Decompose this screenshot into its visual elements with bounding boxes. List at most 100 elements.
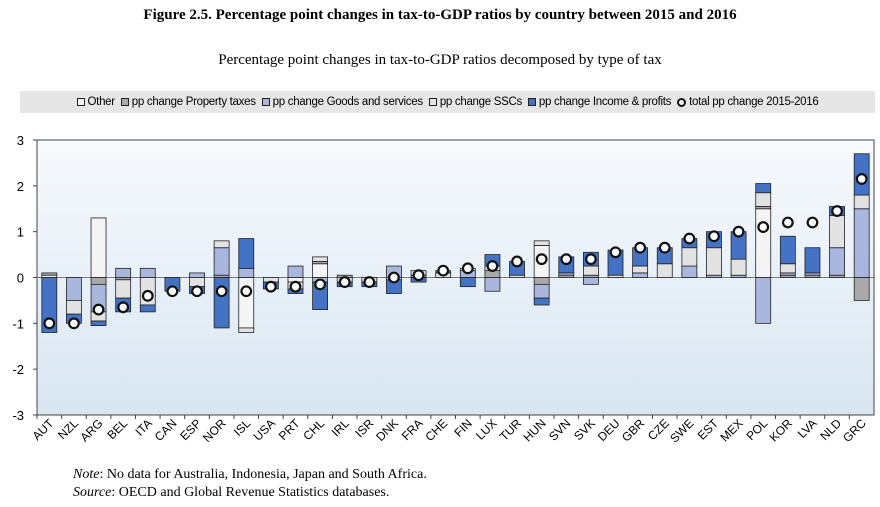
legend-item-sscs: pp change SSCs xyxy=(428,96,522,108)
total-marker-chl xyxy=(314,278,327,291)
bar-segment-property-hun xyxy=(533,277,550,285)
legend-item-other: Other xyxy=(76,96,115,108)
x-tick-label-pol: POL xyxy=(743,416,770,443)
x-tick-label-fra: FRA xyxy=(399,416,426,443)
x-tick-label-chl: CHL xyxy=(300,416,327,443)
legend-label-goods: pp change Goods and services xyxy=(272,96,423,108)
y-tick-label: -2 xyxy=(12,362,24,377)
total-marker-fra xyxy=(412,269,425,282)
x-tick-label-kor: KOR xyxy=(767,416,796,445)
total-marker-est xyxy=(708,230,720,243)
x-tick-label-deu: DEU xyxy=(595,416,623,444)
total-marker-dnk xyxy=(388,271,400,284)
legend: Other pp change Property taxes pp change… xyxy=(20,91,875,113)
bar-segment-sscs-hun xyxy=(533,240,550,246)
total-marker-gbr xyxy=(634,241,647,254)
bar-segment-income-aut xyxy=(41,277,58,333)
bar-segment-goods-ita xyxy=(139,267,156,278)
x-tick-label-nor: NOR xyxy=(200,416,229,445)
x-tick-label-lux: LUX xyxy=(473,416,499,442)
bar-segment-sscs-swe xyxy=(681,247,698,267)
total-markers xyxy=(43,173,868,330)
bar-segment-sscs-pol xyxy=(755,192,772,207)
bar-segment-sscs-isl xyxy=(238,327,255,333)
bar-segment-goods-svk xyxy=(582,277,599,285)
bar-segment-other-isl xyxy=(238,277,255,329)
x-tick-label-fin: FIN xyxy=(451,416,475,440)
total-marker-usa xyxy=(264,280,277,293)
x-tick-label-svn: SVN xyxy=(546,416,573,443)
total-marker-tur xyxy=(511,255,523,268)
total-marker-prt xyxy=(289,280,302,293)
total-marker-svn xyxy=(560,253,573,266)
chart-subtitle: Percentage point changes in tax-to-GDP r… xyxy=(218,52,662,68)
bar-segment-income-kor xyxy=(779,235,796,265)
legend-swatch-other xyxy=(76,98,85,106)
legend-item-total: total pp change 2015-2016 xyxy=(677,96,819,108)
bar-segment-goods-grc xyxy=(853,208,870,278)
legend-swatch-goods xyxy=(261,98,270,106)
bar-segment-other-pol xyxy=(755,208,772,278)
legend-item-income: pp change Income & profits xyxy=(527,96,672,108)
total-marker-grc xyxy=(855,173,868,185)
total-marker-che xyxy=(437,264,450,277)
x-tick-label-cze: CZE xyxy=(645,416,672,443)
bar-segment-sscs-svk xyxy=(582,265,599,276)
x-tick-label-prt: PRT xyxy=(276,416,303,443)
y-tick-label: 2 xyxy=(17,179,24,194)
note: Note: No data for Australia, Indonesia, … xyxy=(73,467,427,483)
legend-swatch-income xyxy=(527,98,536,106)
total-marker-aut xyxy=(43,317,56,330)
bar-segment-goods-lux xyxy=(484,277,501,292)
bar-segment-goods-nzl xyxy=(66,277,82,301)
bar-segment-goods-esp xyxy=(189,272,205,278)
note-text: : No data for Australia, Indonesia, Japa… xyxy=(99,467,427,482)
legend-label-property: pp change Property taxes xyxy=(131,96,256,108)
bar-segment-sscs-nld xyxy=(829,215,845,249)
legend-swatch-property xyxy=(120,98,129,106)
x-tick-label-can: CAN xyxy=(152,416,180,444)
legend-swatch-sscs xyxy=(428,98,437,106)
total-marker-deu xyxy=(609,246,622,259)
y-tick-label: 3 xyxy=(17,133,24,148)
x-tick-label-gbr: GBR xyxy=(619,416,648,445)
bar-segment-goods-nor xyxy=(213,247,230,276)
bar-segment-sscs-bel xyxy=(115,279,132,299)
x-tick-label-irl: IRL xyxy=(329,416,352,439)
y-tick-label: 0 xyxy=(17,271,24,286)
x-tick-label-esp: ESP xyxy=(177,416,204,443)
bar-segment-income-fin xyxy=(459,277,476,288)
bar-segment-goods-isl xyxy=(238,267,255,278)
total-marker-nld xyxy=(831,205,843,217)
total-marker-irl xyxy=(338,276,351,288)
bar-segment-income-pol xyxy=(755,183,772,194)
x-tick-label-usa: USA xyxy=(251,416,278,443)
x-tick-label-tur: TUR xyxy=(497,416,525,444)
total-marker-svk xyxy=(584,253,597,266)
legend-item-property: pp change Property taxes xyxy=(120,96,256,108)
bar-segment-income-ita xyxy=(139,304,156,313)
bar-segment-property-aut xyxy=(41,272,58,276)
x-tick-label-isr: ISR xyxy=(352,416,376,440)
bar-segment-income-nor xyxy=(213,277,230,329)
bar-segment-income-arg xyxy=(90,320,107,327)
y-tick-label: -3 xyxy=(12,408,24,423)
bar-segment-goods-gbr xyxy=(632,272,649,278)
total-marker-hun xyxy=(535,253,548,266)
bar-segment-property-grc xyxy=(853,277,870,301)
bar-segment-sscs-nor xyxy=(213,240,230,249)
total-marker-fin xyxy=(461,262,474,275)
x-tick-label-nld: NLD xyxy=(817,416,844,443)
total-marker-isr xyxy=(363,276,376,288)
bar-segment-sscs-kor xyxy=(779,263,796,274)
total-marker-ita xyxy=(141,289,154,302)
x-tick-label-mex: MEX xyxy=(717,416,745,444)
bar-segment-sscs-est xyxy=(706,247,722,276)
bar-segment-property-arg xyxy=(90,277,107,285)
bar-segment-income-lva xyxy=(804,247,821,274)
x-tick-label-arg: ARG xyxy=(77,416,105,444)
legend-label-income: pp change Income & profits xyxy=(538,96,672,108)
bar-segment-goods-swe xyxy=(681,265,698,278)
